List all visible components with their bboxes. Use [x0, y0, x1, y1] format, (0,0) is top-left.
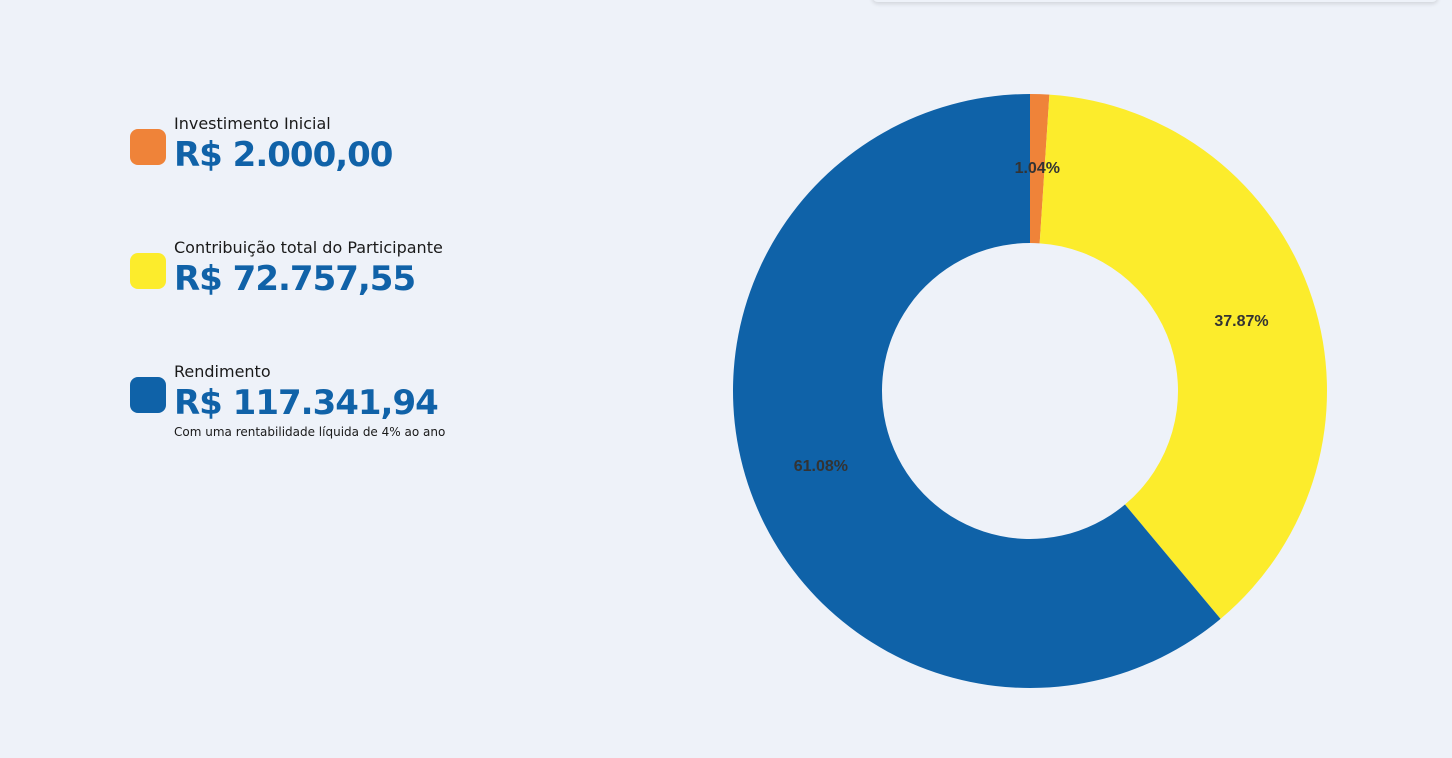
- chart-legend: Investimento Inicial R$ 2.000,00 Contrib…: [130, 113, 630, 485]
- legend-amount: R$ 2.000,00: [174, 135, 393, 175]
- donut-slice-2: [1039, 94, 1327, 619]
- legend-swatch-blue: [130, 377, 166, 413]
- legend-label: Rendimento: [174, 362, 271, 381]
- top-card-edge: [872, 0, 1438, 2]
- legend-label: Investimento Inicial: [174, 114, 331, 133]
- legend-swatch-yellow: [130, 253, 166, 289]
- rentabilidade-note: Com uma rentabilidade líquida de 4% ao a…: [174, 425, 446, 439]
- donut-slice-1: [1030, 94, 1050, 244]
- donut-slices: [732, 94, 1327, 688]
- donut-slice-3: [732, 94, 1221, 688]
- donut-chart: 1.04% 37.87% 61.08%: [732, 94, 1327, 688]
- donut-slice-label-2: 37.87%: [1214, 313, 1268, 330]
- donut-labels: 1.04% 37.87% 61.08%: [794, 160, 1269, 475]
- legend-item-contribuicao: Contribuição total do Participante R$ 72…: [130, 237, 630, 361]
- legend-amount: R$ 72.757,55: [174, 259, 416, 299]
- donut-slice-label-1: 1.04%: [1015, 160, 1060, 177]
- legend-label: Contribuição total do Participante: [174, 238, 443, 257]
- legend-swatch-orange: [130, 129, 166, 165]
- donut-slice-label-3: 61.08%: [794, 458, 848, 475]
- legend-amount: R$ 117.341,94: [174, 383, 439, 423]
- legend-item-investimento-inicial: Investimento Inicial R$ 2.000,00: [130, 113, 630, 237]
- legend-item-rendimento: Rendimento R$ 117.341,94 Com uma rentabi…: [130, 361, 630, 485]
